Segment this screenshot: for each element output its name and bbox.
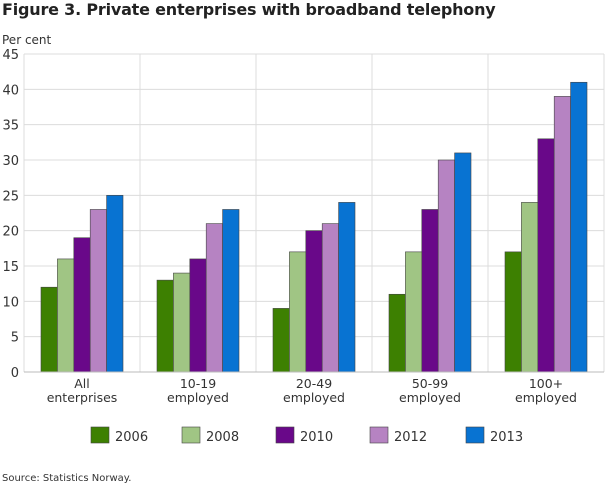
y-tick-label: 25 xyxy=(2,189,19,204)
legend-swatch-2010 xyxy=(275,426,295,444)
y-tick-label: 5 xyxy=(11,331,19,346)
bar-2012 xyxy=(205,223,223,373)
bar-2010 xyxy=(305,230,323,373)
legend-swatch-2008 xyxy=(181,426,201,444)
y-tick-label: 40 xyxy=(2,83,19,98)
legend-label-2012: 2012 xyxy=(394,430,427,445)
x-tick-label: employed xyxy=(167,390,229,405)
legend-swatch-2006 xyxy=(90,426,110,444)
bar-2013 xyxy=(338,202,356,373)
bar-2006 xyxy=(504,251,522,373)
bar-2013 xyxy=(222,209,240,373)
bar-2013 xyxy=(106,195,124,373)
y-axis-label: Per cent xyxy=(2,33,52,47)
legend-label-2013: 2013 xyxy=(490,430,523,445)
y-tick-label: 0 xyxy=(11,366,19,381)
source-note: Source: Statistics Norway. xyxy=(2,473,132,484)
legend-label-2006: 2006 xyxy=(115,430,148,445)
bar-2010 xyxy=(73,237,91,373)
y-tick-label: 10 xyxy=(2,295,19,310)
x-tick-label: 10-19 xyxy=(180,376,216,391)
bar-2012 xyxy=(89,209,107,373)
y-tick-label: 35 xyxy=(2,119,19,134)
x-tick-label: All xyxy=(74,376,90,391)
chart-title: Figure 3. Private enterprises with broad… xyxy=(2,0,496,19)
y-tick-label: 30 xyxy=(2,154,19,169)
bar-2013 xyxy=(570,81,588,373)
bar-2010 xyxy=(189,258,207,373)
bar-2012 xyxy=(437,159,455,373)
y-tick-label: 20 xyxy=(2,225,19,240)
legend-label-2008: 2008 xyxy=(206,430,239,445)
bar-2010 xyxy=(421,209,439,373)
x-tick-label: 100+ xyxy=(529,376,563,391)
x-tick-label: employed xyxy=(283,390,345,405)
bar-2008 xyxy=(289,251,307,373)
x-tick-label: 20-49 xyxy=(296,376,332,391)
bar-2006 xyxy=(272,308,290,373)
bar-2013 xyxy=(454,152,472,373)
x-tick-label: 50-99 xyxy=(412,376,448,391)
bar-2008 xyxy=(173,272,191,373)
x-tick-label: employed xyxy=(515,390,577,405)
bar-2006 xyxy=(40,286,58,373)
bar-2010 xyxy=(537,138,555,373)
bar-2006 xyxy=(388,293,406,373)
x-tick-label: enterprises xyxy=(47,390,118,405)
legend-swatch-2012 xyxy=(369,426,389,444)
bar-2012 xyxy=(321,223,339,373)
y-tick-label: 45 xyxy=(2,48,19,63)
legend-swatch-2013 xyxy=(465,426,485,444)
legend-label-2010: 2010 xyxy=(300,430,333,445)
bar-2008 xyxy=(57,258,75,373)
x-tick-label: employed xyxy=(399,390,461,405)
bar-2012 xyxy=(553,96,571,373)
bar-2006 xyxy=(156,279,174,373)
bar-2008 xyxy=(405,251,423,373)
y-tick-label: 15 xyxy=(2,260,19,275)
bar-2008 xyxy=(521,202,539,373)
